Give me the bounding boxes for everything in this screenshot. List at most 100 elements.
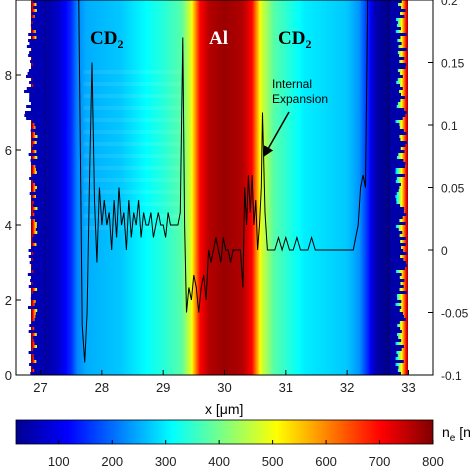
ripple-stripe — [83, 106, 182, 110]
density-column — [293, 0, 295, 375]
edge-fringe-right — [390, 297, 398, 300]
colorbar-tick-label: 100 — [48, 454, 70, 469]
edge-fringe-left — [29, 324, 44, 327]
edge-fringe-right — [390, 219, 400, 222]
density-column — [164, 0, 166, 375]
density-column — [171, 0, 173, 375]
edge-fringe-right — [390, 294, 397, 297]
density-column — [342, 0, 344, 375]
density-column — [34, 0, 36, 375]
density-column — [417, 0, 419, 375]
density-column — [284, 0, 286, 375]
density-column — [323, 0, 325, 375]
density-column — [205, 0, 207, 375]
edge-fringe-right — [390, 135, 400, 138]
ripple-stripe — [83, 142, 182, 146]
edge-fringe-left — [34, 213, 44, 216]
edge-fringe-left — [29, 99, 44, 102]
density-column — [404, 0, 406, 375]
density-column — [420, 0, 422, 375]
edge-fringe-left — [30, 108, 44, 111]
density-column — [56, 0, 58, 375]
density-column — [286, 0, 288, 375]
edge-fringe-right — [390, 99, 401, 102]
density-column — [219, 0, 221, 375]
density-column — [23, 0, 25, 375]
edge-fringe-left — [36, 333, 44, 336]
density-column — [334, 0, 336, 375]
density-column — [138, 0, 140, 375]
edge-fringe-right — [390, 138, 401, 141]
density-column — [321, 0, 323, 375]
density-column — [427, 0, 429, 375]
density-column — [196, 0, 198, 375]
edge-fringe-right — [390, 342, 396, 345]
density-column — [30, 0, 32, 375]
edge-fringe-right — [390, 234, 400, 237]
edge-fringe-right — [390, 54, 400, 57]
density-column — [242, 0, 244, 375]
ripple-stripe — [83, 214, 182, 218]
density-column — [115, 0, 117, 375]
density-column — [157, 0, 159, 375]
edge-fringe-right — [390, 12, 401, 15]
density-column — [387, 0, 389, 375]
edge-fringe-right — [390, 276, 400, 279]
density-column — [117, 0, 119, 375]
density-column — [190, 0, 192, 375]
edge-fringe-left — [31, 198, 44, 201]
density-column — [359, 0, 361, 375]
density-column — [45, 0, 47, 375]
ripple-stripe — [83, 166, 182, 170]
density-column — [55, 0, 57, 375]
edge-fringe-right — [390, 285, 404, 288]
density-column — [373, 0, 375, 375]
density-column — [194, 0, 196, 375]
density-column — [282, 0, 284, 375]
edge-fringe-right — [390, 339, 402, 342]
density-column — [54, 0, 56, 375]
density-column — [317, 0, 319, 375]
edge-fringe-left — [33, 354, 44, 357]
left-tick-label: 2 — [5, 293, 12, 308]
density-column — [151, 0, 153, 375]
density-column — [146, 0, 148, 375]
density-column — [26, 0, 28, 375]
density-column — [187, 0, 189, 375]
edge-fringe-right — [390, 360, 404, 363]
density-column — [90, 0, 92, 375]
density-column — [166, 0, 168, 375]
edge-fringe-left — [30, 297, 44, 300]
density-column — [36, 0, 38, 375]
density-column — [410, 0, 412, 375]
edge-fringe-right — [390, 249, 404, 252]
density-column — [223, 0, 225, 375]
edge-fringe-right — [390, 186, 400, 189]
density-column — [29, 0, 31, 375]
density-column — [380, 0, 382, 375]
density-column — [403, 0, 405, 375]
edge-fringe-left — [26, 117, 44, 120]
annotation-arrow — [263, 111, 290, 157]
edge-fringe-right — [390, 3, 399, 6]
edge-fringe-right — [390, 87, 403, 90]
edge-fringe-left — [36, 3, 44, 6]
density-column — [167, 0, 169, 375]
density-column — [290, 0, 292, 375]
density-column — [322, 0, 324, 375]
density-column — [203, 0, 205, 375]
density-column — [346, 0, 348, 375]
density-column — [308, 0, 310, 375]
edge-fringe-right — [390, 207, 405, 210]
density-column — [386, 0, 388, 375]
density-column — [103, 0, 105, 375]
density-column — [355, 0, 357, 375]
density-column — [275, 0, 277, 375]
density-column — [63, 0, 65, 375]
density-column — [292, 0, 294, 375]
edge-fringe-left — [31, 321, 44, 324]
edge-fringe-right — [390, 57, 405, 60]
colorbar — [15, 419, 434, 445]
density-column — [229, 0, 231, 375]
region-label-al: Al — [209, 28, 228, 49]
